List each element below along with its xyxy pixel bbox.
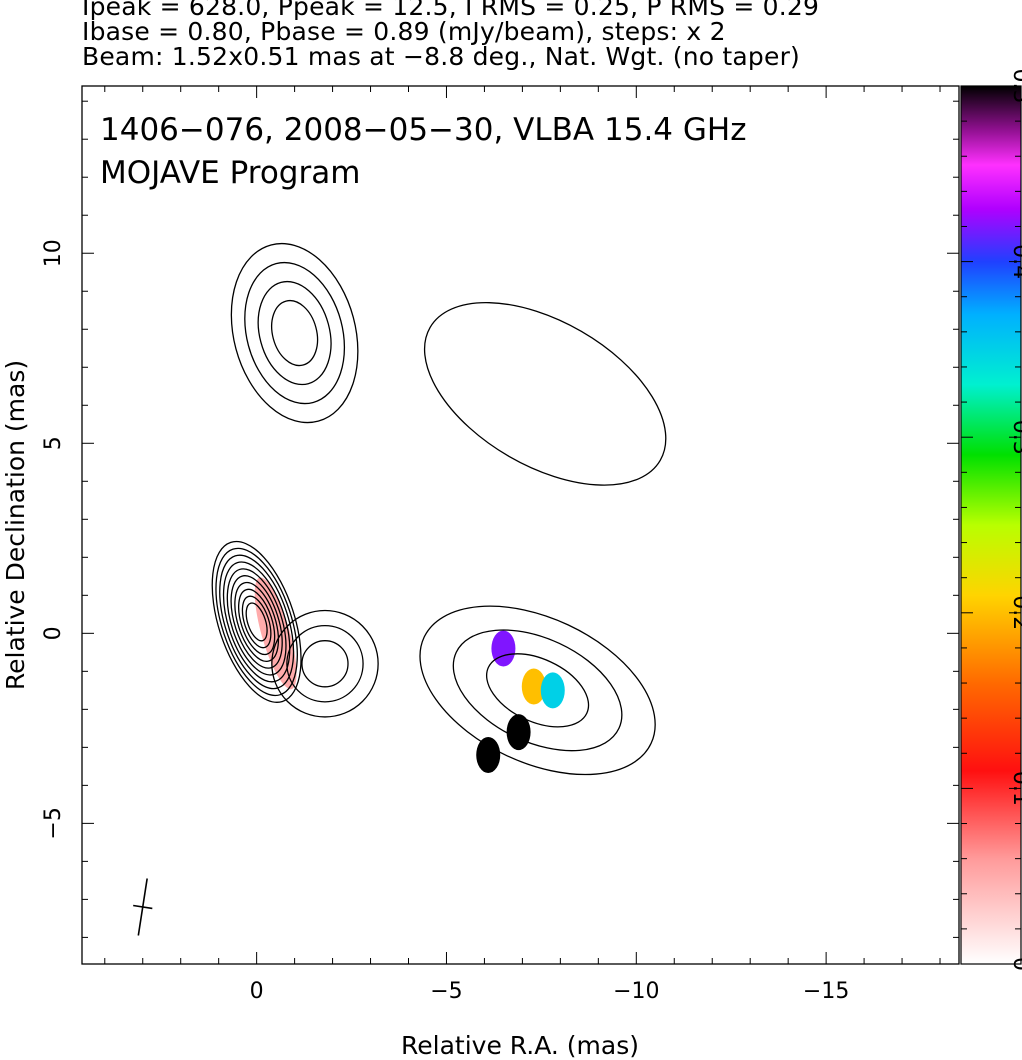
contour-level [211, 540, 302, 703]
plot-header: Ipeak = 628.0, Ppeak = 12.5, I RMS = 0.2… [82, 0, 982, 69]
contour-level [257, 280, 332, 386]
colorbar [960, 85, 1022, 965]
x-tick-label: −10 [613, 979, 659, 1004]
polarization-patch [476, 736, 501, 773]
contour-level [452, 629, 623, 752]
contour-north-feature [230, 242, 359, 424]
colorbar-tick-label: 0.5 [1008, 69, 1022, 104]
contour-level [244, 261, 346, 405]
colorbar-tick-label: 0.4 [1008, 244, 1022, 279]
contour-level [271, 609, 379, 718]
contour-core-extension [271, 609, 379, 718]
polarization-patch [521, 668, 546, 705]
contour-level [485, 653, 590, 728]
contour-level [271, 299, 319, 367]
y-tick-label: 0 [41, 626, 66, 640]
x-axis-title: Relative R.A. (mas) [401, 1031, 639, 1060]
contour-south-jet [419, 605, 656, 776]
contour-north-jet [423, 301, 667, 486]
contour-level [419, 605, 656, 776]
contour-core [211, 540, 302, 703]
contour-level [241, 595, 272, 649]
contour-level [301, 640, 349, 688]
y-tick-label: 10 [41, 239, 66, 267]
program-label: MOJAVE Program [100, 155, 360, 191]
x-tick-label: −5 [430, 979, 462, 1004]
contour-level [238, 588, 276, 656]
contour-level [423, 301, 667, 486]
colorbar-ticks: 0 0.1 0.2 0.3 0.4 0.5 [961, 69, 1022, 971]
y-tick-label: 5 [41, 436, 66, 450]
contour-level [234, 581, 280, 662]
contour-level [230, 242, 359, 424]
header-line-2: Ibase = 0.80, Pbase = 0.89 (mJy/beam), s… [82, 17, 726, 46]
contour-layer [211, 242, 667, 776]
axis-ticks: 0 −5 −10 −15 −5 0 5 10 [41, 86, 959, 1004]
colorbar-tick-label: 0.1 [1008, 771, 1022, 806]
polarization-patch [254, 577, 297, 690]
x-tick-label: −15 [803, 979, 849, 1004]
beam-marker [133, 878, 153, 936]
header-line-1: Ipeak = 628.0, Ppeak = 12.5, I RMS = 0.2… [82, 0, 820, 21]
y-tick-label: −5 [41, 807, 66, 839]
polarization-layer [254, 577, 565, 773]
colorbar-tick-label: 0.3 [1008, 420, 1022, 455]
y-axis-title: Relative Declination (mas) [1, 360, 30, 690]
header-line-3: Beam: 1.52x0.51 mas at −8.8 deg., Nat. W… [82, 42, 801, 71]
contour-level [222, 561, 291, 683]
colorbar-tick-label: 0 [1008, 957, 1022, 971]
contour-level [226, 568, 287, 676]
colorbar-tick-label: 0.2 [1008, 595, 1022, 630]
polarization-patch [540, 672, 565, 709]
x-tick-label: 0 [250, 979, 264, 1004]
contour-level [286, 624, 364, 703]
plot-frame [81, 85, 960, 965]
polarization-patch [491, 630, 516, 667]
contour-level [215, 547, 298, 697]
contour-level [245, 602, 268, 642]
source-label: 1406−076, 2008−05−30, VLBA 15.4 GHz [100, 112, 746, 148]
